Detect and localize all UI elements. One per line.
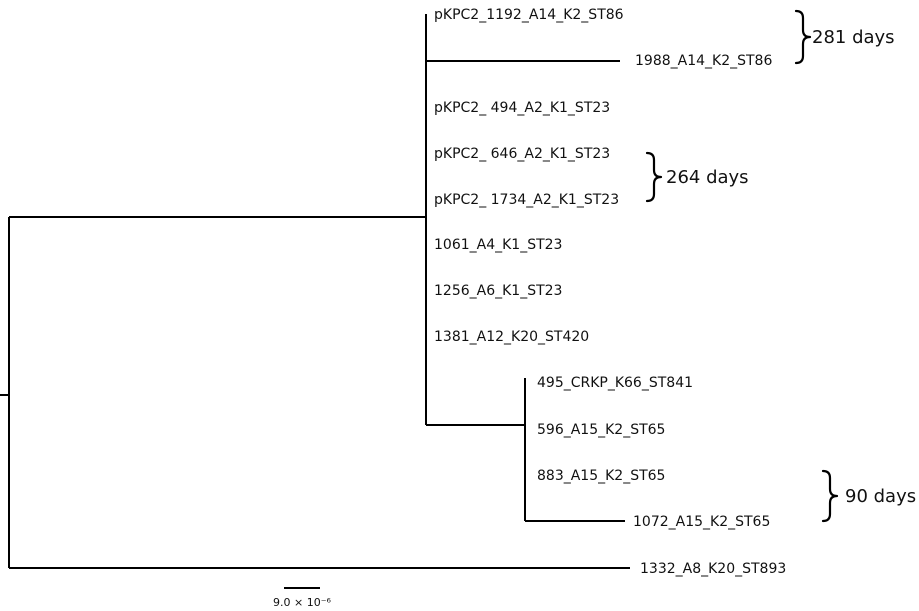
leaf-label: pKPC2_ 494_A2_K1_ST23	[434, 100, 610, 116]
leaf-label: 1332_A8_K20_ST893	[640, 561, 786, 577]
leaf-label: 1988_A14_K2_ST86	[635, 53, 772, 69]
leaf-label: 1381_A12_K20_ST420	[434, 329, 589, 345]
leaf-label: 1061_A4_K1_ST23	[434, 237, 562, 253]
bracket-264-days	[645, 151, 663, 203]
leaf-label: 1256_A6_K1_ST23	[434, 283, 562, 299]
annotation-281-days: 281 days	[812, 27, 895, 48]
leaf-label: pKPC2_ 1734_A2_K1_ST23	[434, 192, 619, 208]
leaf-label: pKPC2_1192_A14_K2_ST86	[434, 7, 624, 23]
leaf-label: 495_CRKP_K66_ST841	[537, 375, 693, 391]
bracket-281-days	[794, 9, 812, 65]
bracket-90-days	[821, 469, 839, 523]
leaf-label: pKPC2_ 646_A2_K1_ST23	[434, 146, 610, 162]
scale-bar-label: 9.0 × 10⁻⁶	[273, 596, 332, 609]
leaf-label: 883_A15_K2_ST65	[537, 468, 665, 484]
annotation-264-days: 264 days	[666, 167, 749, 188]
leaf-label: 1072_A15_K2_ST65	[633, 514, 770, 530]
annotation-90-days: 90 days	[845, 486, 916, 507]
leaf-label: 596_A15_K2_ST65	[537, 422, 665, 438]
